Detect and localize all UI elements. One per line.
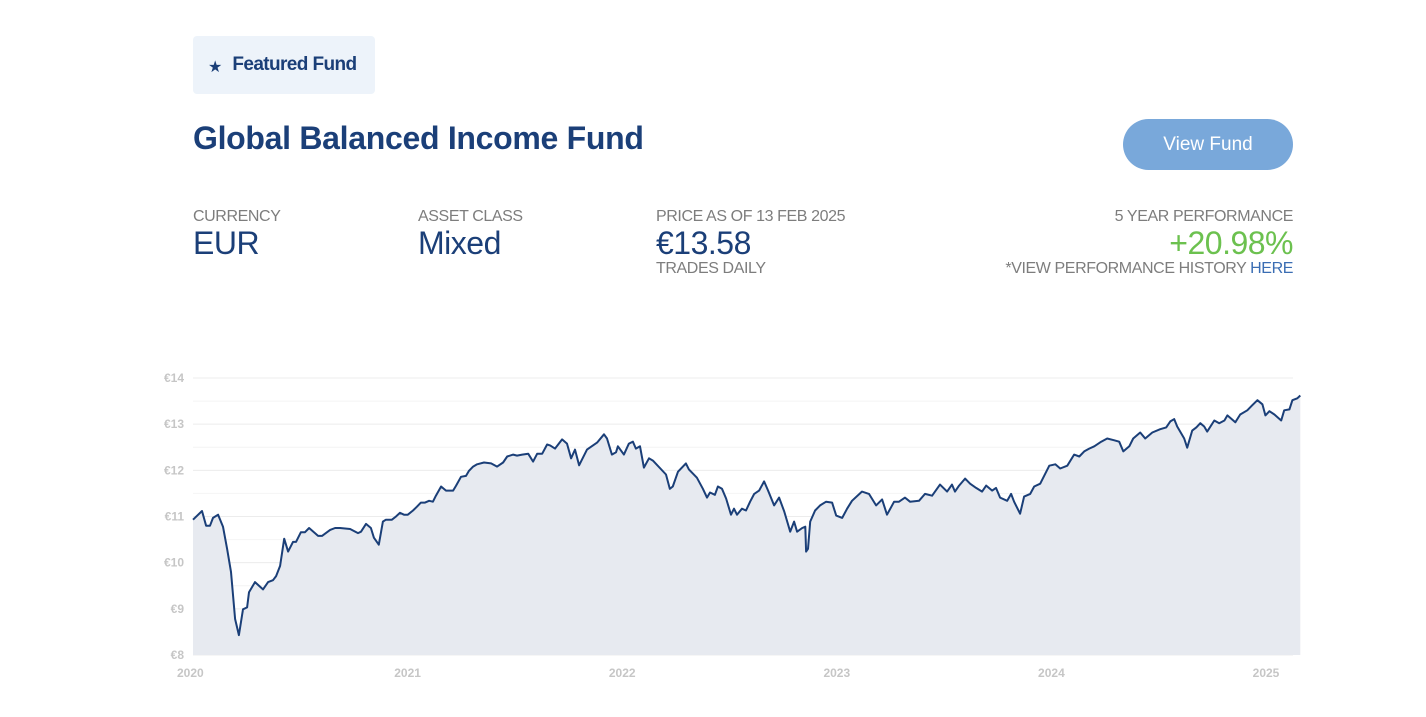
price-stat: PRICE AS OF 13 FEB 2025 €13.58 TRADES DA… [656,207,846,279]
x-tick-label: 2025 [1253,666,1280,680]
currency-stat: CURRENCY EUR [193,207,281,261]
asset-class-value: Mixed [418,225,501,261]
y-tick-label: €13 [164,417,184,431]
performance-value: +20.98% [1169,225,1293,261]
y-tick-label: €14 [164,371,184,385]
view-fund-button[interactable]: View Fund [1123,119,1293,170]
star-icon: ★ [208,58,223,76]
price-chart: €8 €9 €10 €11 €12 €13 €14 2020 2021 2022 2023 2024… [164,371,1301,680]
asset-class-label: ASSET CLASS [418,208,523,225]
price-label: PRICE AS OF 13 FEB 2025 [656,208,846,225]
x-tick-label: 2020 [177,666,204,680]
asset-class-stat: ASSET CLASS Mixed [418,207,523,259]
performance-stat: 5 YEAR PERFORMANCE +20.98% *VIEW PERFORM… [1005,207,1293,279]
y-axis: €8 €9 €10 €11 €12 €13 €14 [164,371,184,662]
x-tick-label: 2021 [394,666,421,680]
currency-value: EUR [193,225,260,261]
x-tick-label: 2022 [609,666,636,680]
performance-history-link[interactable]: HERE [1250,260,1293,277]
trades-daily-label: TRADES DAILY [656,260,766,277]
fund-title: Global Balanced Income Fund [193,120,644,156]
featured-fund-badge: ★ Featured Fund [193,36,375,94]
x-axis: 2020 2021 2022 2023 2024 2025 [177,666,1280,680]
performance-label: 5 YEAR PERFORMANCE [1114,208,1294,225]
currency-label: CURRENCY [193,208,281,225]
price-value: €13.58 [656,225,751,261]
chart-price-line [192,394,1301,637]
performance-history-text: *VIEW PERFORMANCE HISTORY [1005,260,1251,277]
y-tick-label: €11 [165,510,185,524]
y-tick-label: €10 [164,556,184,570]
chart-area-fill [193,395,1301,655]
x-tick-label: 2024 [1038,666,1065,680]
y-tick-label: €8 [171,648,185,662]
y-tick-label: €9 [171,602,185,616]
y-tick-label: €12 [164,463,184,477]
performance-history-note: *VIEW PERFORMANCE HISTORY HERE [1005,259,1293,279]
featured-fund-label: Featured Fund [232,54,357,75]
x-tick-label: 2023 [823,666,850,680]
